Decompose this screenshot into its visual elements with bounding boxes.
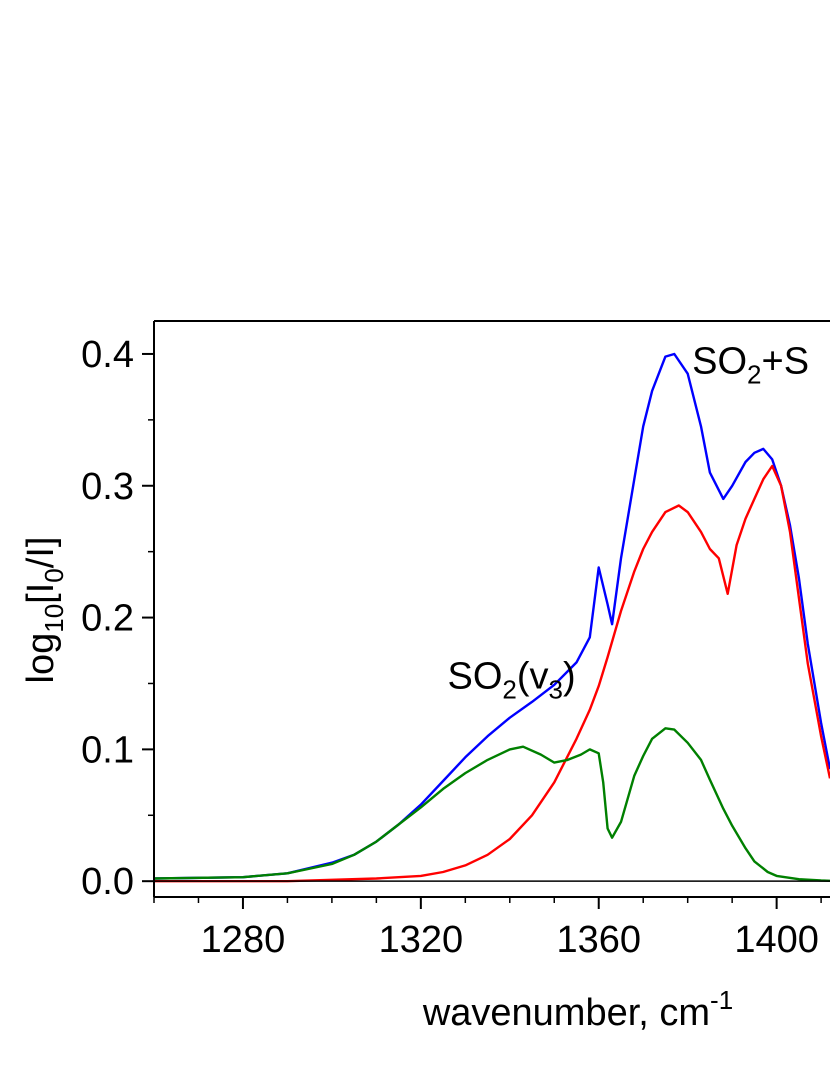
y-axis-title-c: /I] — [20, 537, 62, 569]
x-tick-label: 1280 — [201, 919, 286, 961]
series-layer — [154, 352, 830, 883]
y-axis-title-a-sub: 10 — [39, 604, 69, 633]
annotation-base: SO — [692, 341, 747, 383]
y-axis-title: log10[I0/I] — [20, 537, 69, 684]
x-axis-title-sup: -1 — [710, 985, 733, 1015]
annotation-so2-v3: SO2(v3) — [448, 656, 576, 705]
annotation-mid: (v — [517, 656, 549, 698]
y-tick-label: 0.3 — [81, 466, 134, 508]
y-axis-title-b-sub: 0 — [39, 568, 69, 582]
series-line-1 — [154, 352, 830, 880]
y-axis-title-b: [I — [20, 583, 62, 604]
y-tick-label: 0.1 — [81, 729, 134, 771]
y-tick-label: 0.4 — [81, 334, 134, 376]
annotation-sub: 2 — [502, 675, 516, 705]
y-tick-label: 0.0 — [81, 861, 134, 903]
axes-layer — [153, 320, 830, 898]
series-line-3 — [154, 727, 830, 882]
annotation-sub: 3 — [549, 675, 563, 705]
y-tick-label: 0.2 — [81, 598, 134, 640]
annotation-sub: 2 — [747, 360, 761, 390]
annotation-base: SO — [448, 656, 503, 698]
ticks-layer: 1280 1320 1360 1400 0.0 0.1 0.2 0.3 0.4 — [81, 334, 822, 961]
annotations-layer: SO2(v3)SO2+S — [448, 341, 810, 705]
x-tick-label: 1400 — [734, 919, 819, 961]
annotation-end: ) — [563, 656, 576, 698]
annotation-mid: +S — [762, 341, 810, 383]
labels-layer: wavenumber, cm-1 log10[I0/I] — [20, 537, 733, 1034]
x-axis-title-base: wavenumber, cm — [422, 992, 710, 1034]
annotation-so2-plus: SO2+S — [692, 341, 809, 390]
series-line-2 — [154, 464, 830, 883]
x-axis-title: wavenumber, cm-1 — [422, 985, 733, 1034]
y-axis-title-a: log — [20, 633, 62, 684]
x-tick-label: 1360 — [556, 919, 641, 961]
x-tick-label: 1320 — [379, 919, 464, 961]
